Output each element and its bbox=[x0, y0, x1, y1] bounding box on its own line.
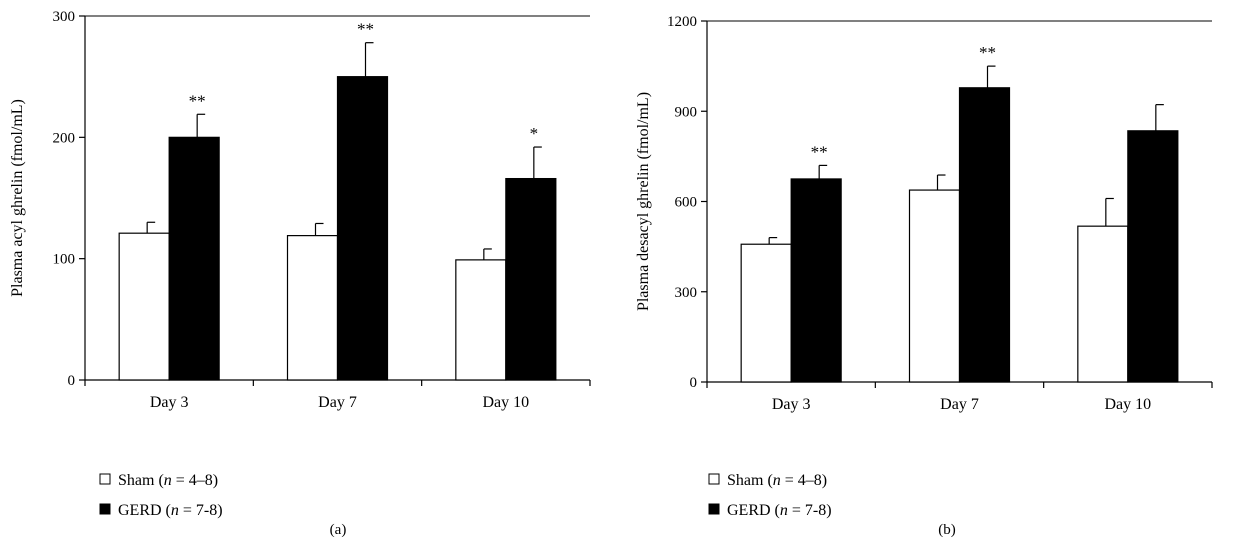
significance-marker: ** bbox=[189, 91, 206, 110]
y-tick-label: 1200 bbox=[667, 14, 697, 30]
y-tick-label: 300 bbox=[675, 285, 698, 301]
legend-swatch-sham bbox=[708, 473, 720, 485]
panel-label: (a) bbox=[330, 522, 347, 538]
y-tick-label: 0 bbox=[68, 373, 76, 389]
y-axis-label: Plasma desacyl ghrelin (fmol/mL) bbox=[635, 92, 652, 311]
significance-marker: ** bbox=[979, 43, 996, 62]
gerd-bar bbox=[168, 136, 220, 381]
y-tick-label: 0 bbox=[690, 375, 698, 391]
significance-marker: ** bbox=[357, 20, 374, 39]
legend-swatch-gerd bbox=[708, 503, 720, 515]
y-tick-label: 300 bbox=[53, 9, 76, 25]
gerd-bar bbox=[790, 178, 842, 383]
sham-bar bbox=[286, 235, 339, 381]
sham-bar bbox=[740, 243, 792, 383]
gerd-bar bbox=[505, 177, 557, 381]
x-category-label: Day 10 bbox=[1105, 396, 1152, 413]
sham-bar bbox=[118, 232, 170, 381]
gerd-bar bbox=[1127, 130, 1179, 383]
legend-label-gerd: GERD (n = 7-8) bbox=[727, 502, 832, 519]
y-tick-label: 200 bbox=[53, 130, 76, 146]
significance-marker: * bbox=[530, 124, 539, 143]
legend-label-sham: Sham (n = 4–8) bbox=[727, 472, 827, 489]
legend-swatch-sham bbox=[99, 473, 111, 485]
gerd-bar bbox=[958, 87, 1011, 383]
legend-label-sham: Sham (n = 4–8) bbox=[118, 472, 218, 489]
x-category-label: Day 3 bbox=[772, 396, 811, 413]
chart-panel-2: 0 300 600 900 1200 Day 3 Day 7 Day 10 ** ** Plasma… bbox=[635, 14, 1213, 538]
panel-label: (b) bbox=[938, 522, 956, 538]
y-tick-label: 900 bbox=[675, 104, 698, 120]
y-axis-label: Plasma acyl ghrelin (fmol/mL) bbox=[9, 99, 26, 297]
y-tick-label: 100 bbox=[53, 252, 76, 268]
x-category-label: Day 3 bbox=[150, 394, 189, 411]
significance-marker: ** bbox=[811, 142, 828, 161]
x-category-label: Day 7 bbox=[940, 396, 979, 413]
sham-bar bbox=[908, 189, 961, 383]
y-tick-label: 600 bbox=[675, 195, 698, 211]
legend-swatch-gerd bbox=[99, 503, 111, 515]
sham-bar bbox=[1077, 225, 1129, 383]
gerd-bar bbox=[336, 76, 389, 381]
x-category-label: Day 10 bbox=[483, 394, 530, 411]
x-category-label: Day 7 bbox=[318, 394, 357, 411]
sham-bar bbox=[455, 259, 507, 381]
legend-label-gerd: GERD (n = 7-8) bbox=[118, 502, 223, 519]
